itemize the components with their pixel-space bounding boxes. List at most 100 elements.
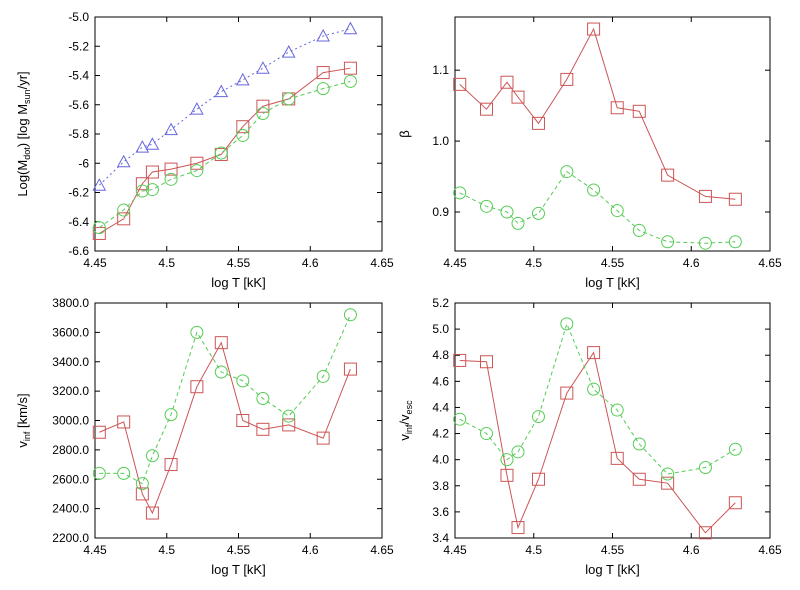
panel-4: 4.45 4.5 4.55 4.6 4.65 3.4 3.6 3.8 4.0 4.2 4.4 4.6 4… [397,296,782,577]
y-tick-label: -5.4 [68,69,89,83]
square-marker [500,75,514,89]
square-marker [661,476,675,490]
circle-marker [256,107,270,121]
x-axis-label: log T [kK] [211,275,265,290]
square-marker [728,496,742,510]
y-axis-label-part: ) [log M [15,104,30,147]
y-tick-label: 3000.0 [52,414,89,428]
square-marker [135,177,149,191]
square-marker [560,386,574,400]
panel-3: 4.45 4.5 4.55 4.6 4.65 2200.0 2400.0 2600.0 2800… [15,296,394,577]
square-marker [728,192,742,206]
y-tick-label: 3.6 [432,505,449,519]
y-axis-label-part: inf [22,431,32,441]
x-tick-label: 4.5 [525,256,542,270]
x-tick-label: 4.65 [758,256,782,270]
square-marker [256,422,270,436]
triangle-marker [145,137,160,150]
y-axis-label: β [397,130,412,137]
y-tick-label: 3400.0 [52,355,89,369]
square-marker [610,101,624,115]
circle-marker [587,382,601,396]
y-axis-label-part: [km/s] [15,393,30,431]
square-marker [531,116,545,130]
circle-marker [164,172,178,186]
y-tick-label: 2400.0 [52,502,89,516]
triangle-marker [316,28,331,42]
square-marker [236,120,250,134]
square-marker [480,355,493,369]
circle-marker [500,453,514,467]
y-tick-label: -6.6 [68,244,89,258]
y-axis-label-part: v [15,441,30,448]
square-marker [256,99,270,113]
circle-marker [135,477,149,491]
y-tick-label: 4.6 [432,374,449,388]
square-marker [511,90,525,104]
circle-marker [92,221,106,235]
x-axis-label: log T [kK] [585,562,639,577]
y-tick-label: -5.8 [68,127,89,141]
y-tick-label: 2600.0 [52,472,89,486]
x-tick-label: 4.6 [302,543,319,557]
y-axis-label-part: v [397,434,412,441]
square-marker [632,472,646,486]
x-tick-label: 4.45 [83,256,107,270]
y-tick-label: 3800.0 [52,296,89,310]
y-axis-label: vinf [km/s] [15,393,32,447]
x-axis-label: log T [kK] [211,562,265,577]
y-tick-label: -6.4 [68,215,89,229]
x-tick-label: 4.6 [683,256,700,270]
square-marker [343,61,357,75]
square-marker [316,431,330,445]
triangle-marker [116,154,131,168]
circle-marker [610,403,624,417]
y-tick-label: 0.9 [432,205,449,219]
plot-frame [94,302,383,539]
square-marker [453,353,467,367]
triangle-marker [256,61,270,74]
square-marker [587,22,601,36]
square-marker [453,77,467,91]
x-tick-label: 4.5 [158,543,175,557]
circle-marker [214,365,228,379]
x-axis-label: log T [kK] [585,275,639,290]
y-tick-label: 4.4 [432,400,449,414]
square-marker [282,418,296,432]
square-marker [500,468,514,482]
triangle-marker [135,140,150,153]
circle-marker [343,74,357,88]
square-marker [531,472,545,486]
y-axis-label-part: esc [404,400,414,415]
circle-marker [453,412,467,426]
circle-marker [135,184,149,198]
square-marker [190,380,204,394]
circle-marker [511,445,525,459]
y-axis-label-part: sun [22,89,32,104]
panel-1: 4.45 4.5 4.55 4.6 4.65 -6.6 -6.4 -6.2 -6 -5.8 -5.6… [15,10,394,290]
square-marker [117,212,131,226]
y-tick-label: 3.8 [432,479,449,493]
y-tick-label: 5.2 [432,296,449,310]
circle-marker [632,437,646,451]
y-axis-label: Log(Mdot) [log Msun/yr] [15,71,32,196]
y-axis-label-part: inf [404,424,414,434]
series-line-2 [99,314,351,485]
series-line-1 [459,27,736,200]
circle-marker [236,374,250,388]
plot-frame [454,302,771,539]
triangle-marker [190,102,204,115]
x-tick-label: 4.45 [443,543,467,557]
circle-marker [511,216,525,230]
x-tick-label: 4.5 [158,256,175,270]
y-tick-label: 3600.0 [52,325,89,339]
circle-marker [117,203,131,217]
circle-marker [587,183,601,197]
triangle-marker [214,84,229,98]
y-tick-label: 1.1 [432,63,449,77]
circle-marker [698,461,712,474]
circle-marker [190,164,204,178]
square-marker [145,506,159,520]
triangle-marker [92,178,107,191]
